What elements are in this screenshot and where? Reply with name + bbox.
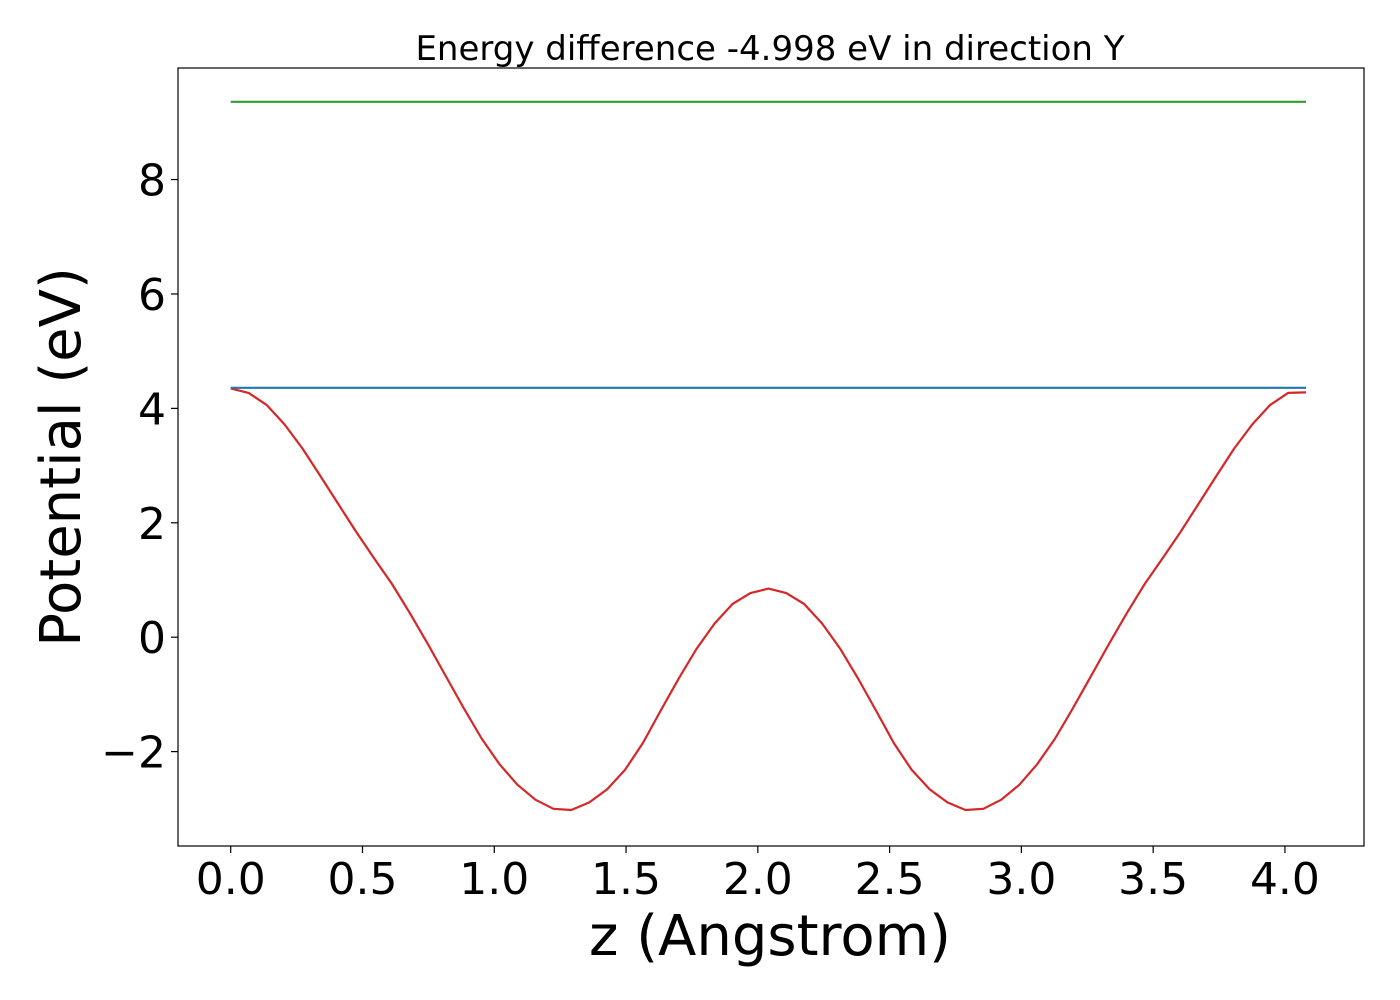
y-tick-label: 4	[138, 384, 166, 435]
x-tick-label: 2.0	[723, 854, 793, 905]
x-tick-label: 3.5	[1118, 854, 1188, 905]
y-tick-label: 6	[138, 270, 166, 321]
y-tick-label: 8	[138, 156, 166, 207]
y-tick-label: −2	[101, 728, 166, 779]
x-axis-label: z (Angstrom)	[589, 904, 951, 969]
x-tick-label: 0.5	[327, 854, 397, 905]
x-axis: 0.0 0.5 1.0 1.5 2.0 2.5 3.0 3.5 4.0	[196, 846, 1320, 905]
x-tick-label: 3.0	[986, 854, 1056, 905]
y-axis-label: Potential (eV)	[29, 267, 94, 647]
x-tick-label: 0.0	[196, 854, 266, 905]
series-line-0	[230, 387, 1307, 812]
x-tick-label: 2.5	[855, 854, 925, 905]
x-tick-label: 4.0	[1250, 854, 1320, 905]
chart-title: Energy difference -4.998 eV in direction…	[415, 29, 1124, 69]
plot-lines	[230, 100, 1307, 812]
y-tick-label: 0	[138, 613, 166, 664]
plot-area-frame	[177, 67, 1365, 847]
x-tick-label: 1.0	[459, 854, 529, 905]
y-axis: −2 0 2 4 6 8	[101, 156, 178, 779]
x-tick-label: 1.5	[591, 854, 661, 905]
y-tick-label: 2	[138, 499, 166, 550]
